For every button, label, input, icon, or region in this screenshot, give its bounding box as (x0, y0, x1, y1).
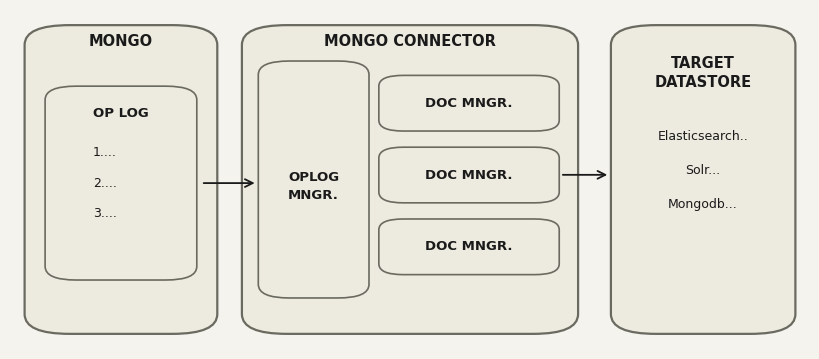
FancyBboxPatch shape (45, 86, 197, 280)
FancyBboxPatch shape (610, 25, 794, 334)
Text: TARGET
DATASTORE: TARGET DATASTORE (654, 56, 750, 90)
Text: DOC MNGR.: DOC MNGR. (425, 97, 512, 110)
FancyBboxPatch shape (378, 219, 559, 275)
FancyBboxPatch shape (378, 147, 559, 203)
FancyBboxPatch shape (258, 61, 369, 298)
Text: 3....: 3.... (93, 207, 116, 220)
Text: MONGO CONNECTOR: MONGO CONNECTOR (324, 34, 495, 49)
Text: MONGO: MONGO (88, 34, 152, 49)
Text: DOC MNGR.: DOC MNGR. (425, 240, 512, 253)
Text: Mongodb...: Mongodb... (667, 198, 737, 211)
FancyBboxPatch shape (242, 25, 577, 334)
FancyBboxPatch shape (378, 75, 559, 131)
Text: 1....: 1.... (93, 146, 116, 159)
FancyBboxPatch shape (25, 25, 217, 334)
Text: Elasticsearch..: Elasticsearch.. (657, 130, 747, 143)
Text: Solr...: Solr... (685, 164, 719, 177)
Text: 2....: 2.... (93, 177, 116, 190)
Text: OPLOG
MNGR.: OPLOG MNGR. (287, 171, 339, 202)
Text: OP LOG: OP LOG (93, 107, 149, 120)
Text: DOC MNGR.: DOC MNGR. (425, 168, 512, 182)
